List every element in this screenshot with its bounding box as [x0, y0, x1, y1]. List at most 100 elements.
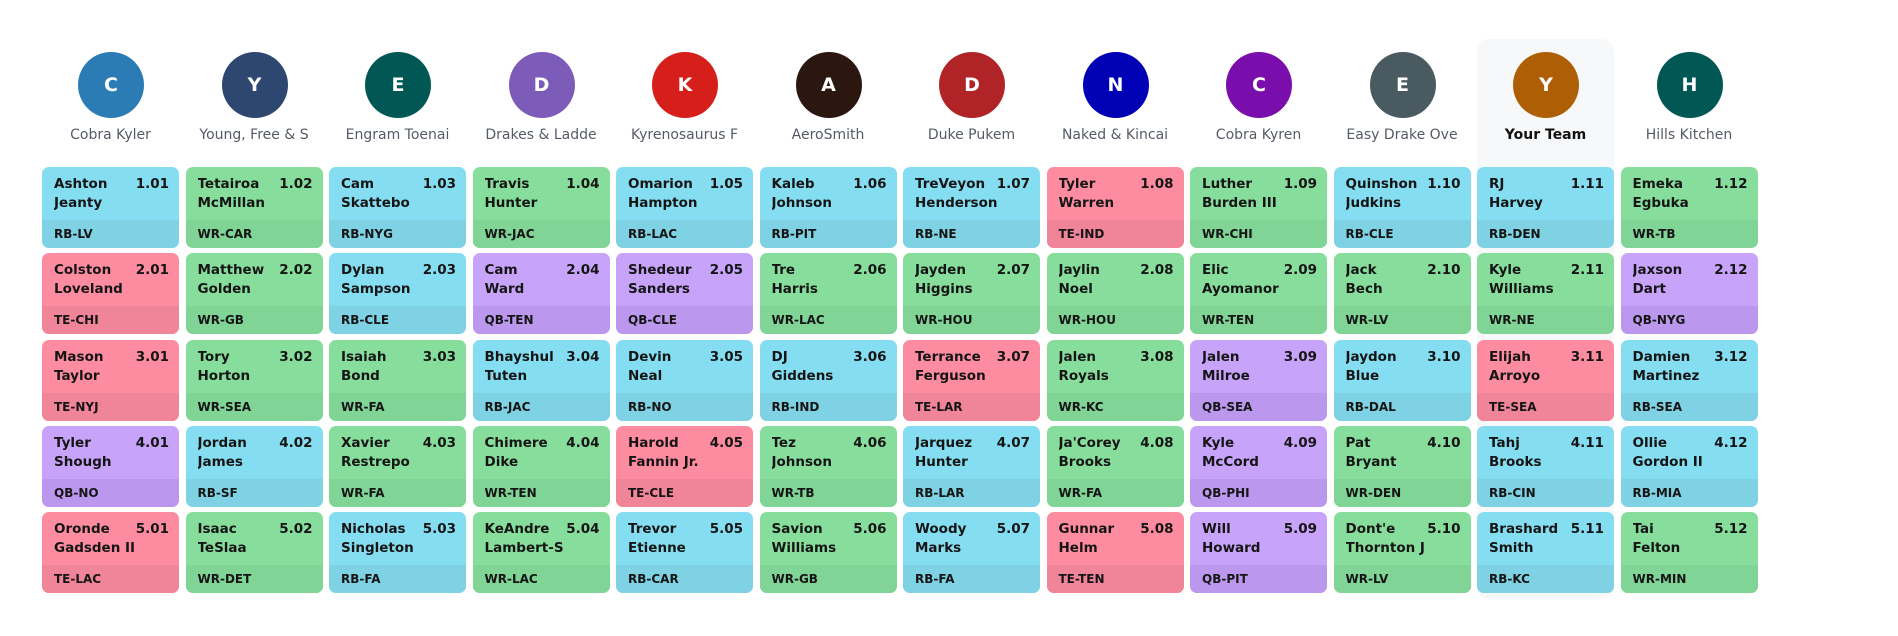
pick-card[interactable]: Tory Horton 3.02 WR-SEA [185, 339, 323, 421]
pick-card[interactable]: Terrance Ferguson 3.07 TE-LAR [903, 339, 1040, 421]
player-name: Oronde Gadsden II [54, 520, 144, 558]
pick-card[interactable]: Quinshon Judkins 1.10 RB-CLE [1333, 167, 1471, 248]
player-first-name: Chimere [484, 434, 548, 451]
pick-card[interactable]: Kaleb Johnson 1.06 RB-PIT [759, 167, 897, 248]
player-name: Jayden Higgins [915, 261, 1005, 299]
pick-card[interactable]: Tahj Brooks 4.11 RB-CIN [1477, 425, 1614, 507]
pick-card[interactable]: Tre Harris 2.06 WR-LAC [759, 253, 897, 335]
pick-card[interactable]: Pat Bryant 4.10 WR-DEN [1333, 425, 1471, 507]
team-header[interactable]: N Naked & Kincai [1047, 0, 1184, 160]
pick-card[interactable]: Ollie Gordon II 4.12 RB-MIA [1620, 425, 1758, 507]
pick-card[interactable]: Elic Ayomanor 2.09 WR-TEN [1190, 253, 1327, 335]
pick-card[interactable]: Isaac TeSlaa 5.02 WR-DET [185, 512, 323, 593]
pick-number: 5.11 [1570, 521, 1604, 537]
pick-card[interactable]: Jayden Higgins 2.07 WR-HOU [903, 253, 1040, 335]
player-first-name: Devin [628, 348, 672, 365]
team-header[interactable]: D Duke Pukem [903, 0, 1040, 160]
pick-card[interactable]: Damien Martinez 3.12 RB-SEA [1620, 339, 1758, 421]
team-header[interactable]: C Cobra Kyler [42, 0, 179, 160]
pick-card[interactable]: Jack Bech 2.10 WR-LV [1333, 253, 1471, 335]
player-name: TreVeyon Henderson [915, 175, 1005, 213]
team-header[interactable]: H Hills Kitchen [1621, 0, 1758, 160]
pick-card[interactable]: Bhayshul Tuten 3.04 RB-JAC [472, 339, 610, 421]
pick-card[interactable]: DJ Giddens 3.06 RB-IND [759, 339, 897, 421]
team-header[interactable]: Y Young, Free & S [186, 0, 323, 160]
pick-number: 1.08 [1140, 176, 1174, 192]
player-name: DJ Giddens [772, 348, 862, 386]
team-header[interactable]: Y Your Team [1477, 0, 1614, 160]
player-first-name: DJ [771, 348, 788, 365]
player-first-name: Nicholas [341, 521, 406, 537]
player-name: Luther Burden III [1202, 175, 1292, 213]
pick-card[interactable]: Emeka Egbuka 1.12 WR-TB [1620, 167, 1758, 248]
pick-card[interactable]: Cam Skattebo 1.03 RB-NYG [329, 167, 466, 248]
team-name: Engram Toenai [345, 127, 450, 143]
pick-card[interactable]: Harold Fannin Jr. 4.05 TE-CLE [616, 425, 753, 507]
player-first-name: Mason [54, 348, 104, 365]
player-first-name: Tre [771, 262, 796, 279]
player-last-name: Johnson [771, 195, 832, 211]
player-last-name: Singleton [341, 540, 414, 556]
pick-card[interactable]: Trevor Etienne 5.05 RB-CAR [616, 512, 753, 593]
pick-number: 1.11 [1570, 176, 1604, 192]
pick-card[interactable]: Oronde Gadsden II 5.01 TE-LAC [42, 512, 179, 593]
player-name: Will Howard [1202, 520, 1292, 558]
pick-card[interactable]: Colston Loveland 2.01 TE-CHI [42, 253, 179, 335]
pick-card[interactable]: Dylan Sampson 2.03 RB-CLE [329, 253, 466, 335]
pick-card[interactable]: Chimere Dike 4.04 WR-TEN [472, 425, 610, 507]
pick-card[interactable]: Travis Hunter 1.04 WR-JAC [472, 167, 610, 248]
pick-card[interactable]: Xavier Restrepo 4.03 WR-FA [329, 425, 466, 507]
pick-card[interactable]: Woody Marks 5.07 RB-FA [903, 512, 1040, 593]
position-team: RB-DAL [1333, 392, 1471, 421]
pick-card[interactable]: RJ Harvey 1.11 RB-DEN [1477, 167, 1614, 248]
pick-card[interactable]: Gunnar Helm 5.08 TE-TEN [1046, 512, 1184, 593]
team-header[interactable]: D Drakes & Ladde [473, 0, 610, 160]
pick-number: 3.02 [279, 348, 313, 365]
pick-card[interactable]: Jaydon Blue 3.10 RB-DAL [1333, 339, 1471, 421]
pick-card[interactable]: Brashard Smith 5.11 RB-KC [1477, 512, 1614, 593]
pick-card[interactable]: Ja'Corey Brooks 4.08 WR-FA [1046, 425, 1184, 507]
pick-card[interactable]: TreVeyon Henderson 1.07 RB-NE [903, 167, 1040, 248]
pick-card[interactable]: Tetairoa McMillan 1.02 WR-CAR [185, 167, 323, 248]
pick-card[interactable]: Isaiah Bond 3.03 WR-FA [329, 339, 466, 421]
pick-card[interactable]: KeAndre Lambert-S 5.04 WR-LAC [472, 512, 610, 593]
pick-card[interactable]: Kyle McCord 4.09 QB-PHI [1190, 425, 1327, 507]
pick-card[interactable]: Jalen Royals 3.08 WR-KC [1046, 339, 1184, 421]
position-team: RB-LAR [903, 478, 1040, 507]
team-name: Naked & Kincai [1061, 127, 1169, 143]
pick-card[interactable]: Shedeur Sanders 2.05 QB-CLE [616, 253, 753, 335]
pick-number: 2.08 [1140, 262, 1174, 279]
team-header[interactable]: E Engram Toenai [329, 0, 466, 160]
pick-card[interactable]: Jaxson Dart 2.12 QB-NYG [1620, 253, 1758, 335]
pick-card[interactable]: Jalen Milroe 3.09 QB-SEA [1190, 339, 1327, 421]
pick-card[interactable]: Tyler Warren 1.08 TE-IND [1046, 167, 1184, 248]
player-first-name: Shedeur [628, 262, 692, 279]
pick-card[interactable]: Nicholas Singleton 5.03 RB-FA [329, 512, 466, 593]
player-first-name: Jaydon [1345, 348, 1397, 365]
team-name: AeroSmith [791, 127, 865, 143]
pick-card[interactable]: Omarion Hampton 1.05 RB-LAC [616, 167, 753, 248]
pick-card[interactable]: Tai Felton 5.12 WR-MIN [1620, 512, 1758, 593]
pick-card[interactable]: Luther Burden III 1.09 WR-CHI [1190, 167, 1327, 248]
pick-card[interactable]: Elijah Arroyo 3.11 TE-SEA [1477, 339, 1614, 421]
pick-card[interactable]: Kyle Williams 2.11 WR-NE [1477, 253, 1614, 335]
pick-card[interactable]: Dont'e Thornton J 5.10 WR-LV [1333, 512, 1471, 593]
player-first-name: Jalen [1202, 348, 1240, 365]
pick-card[interactable]: Ashton Jeanty 1.01 RB-LV [42, 167, 179, 248]
pick-card[interactable]: Savion Williams 5.06 WR-GB [759, 512, 897, 593]
pick-card[interactable]: Jordan James 4.02 RB-SF [185, 425, 323, 507]
team-header[interactable]: K Kyrenosaurus F [616, 0, 753, 160]
player-last-name: Skattebo [341, 195, 410, 211]
pick-card[interactable]: Devin Neal 3.05 RB-NO [616, 339, 753, 421]
pick-card[interactable]: Jarquez Hunter 4.07 RB-LAR [903, 425, 1040, 507]
pick-card[interactable]: Cam Ward 2.04 QB-TEN [472, 253, 610, 335]
pick-card[interactable]: Mason Taylor 3.01 TE-NYJ [42, 339, 179, 421]
team-header[interactable]: A AeroSmith [760, 0, 897, 160]
pick-card[interactable]: Tez Johnson 4.06 WR-TB [759, 425, 897, 507]
pick-card[interactable]: Will Howard 5.09 QB-PIT [1190, 512, 1327, 593]
team-header[interactable]: E Easy Drake Ove [1334, 0, 1471, 160]
pick-card[interactable]: Tyler Shough 4.01 QB-NO [42, 425, 179, 507]
pick-card[interactable]: Jaylin Noel 2.08 WR-HOU [1046, 253, 1184, 335]
team-header[interactable]: C Cobra Kyren [1190, 0, 1327, 160]
pick-card[interactable]: Matthew Golden 2.02 WR-GB [185, 253, 323, 335]
